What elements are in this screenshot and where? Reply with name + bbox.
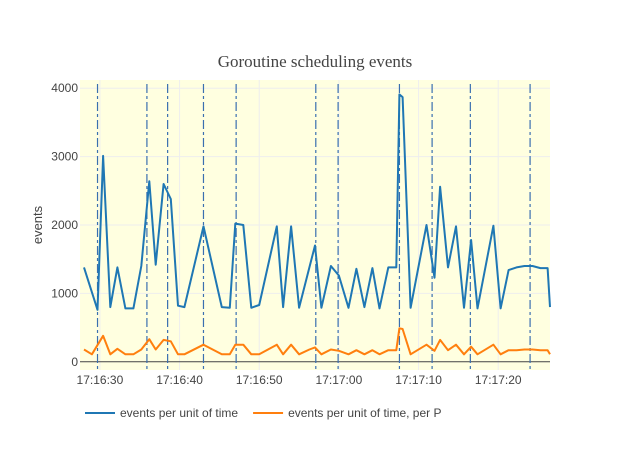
x-tick-label: 17:17:00 (316, 373, 363, 387)
legend-label-1: events per unit of time (120, 406, 238, 420)
y-tick-label: 0 (71, 355, 78, 369)
series-line-2 (83, 327, 551, 356)
y-tick-label: 4000 (51, 81, 78, 95)
grid (80, 80, 550, 370)
y-tick-label: 1000 (51, 286, 78, 300)
x-tick-labels: 17:16:30 17:16:40 17:16:50 17:17:00 17:17:10… (77, 373, 522, 387)
legend: events per unit of time events per unit o… (85, 406, 441, 420)
y-tick-label: 3000 (51, 150, 78, 164)
y-axis-label: events (30, 205, 45, 244)
x-tick-label: 17:17:10 (395, 373, 442, 387)
y-tick-labels: 0 1000 2000 3000 4000 (51, 81, 78, 369)
legend-label-2: events per unit of time, per P (288, 406, 441, 420)
y-tick-label: 2000 (51, 218, 78, 232)
x-tick-label: 17:17:20 (475, 373, 522, 387)
x-tick-label: 17:16:30 (77, 373, 124, 387)
x-tick-label: 17:16:50 (236, 373, 283, 387)
x-tick-label: 17:16:40 (156, 373, 203, 387)
series-lines (83, 93, 551, 356)
chart-title: Goroutine scheduling events (218, 52, 413, 71)
series-line-1 (83, 93, 551, 311)
event-markers (96, 84, 531, 370)
